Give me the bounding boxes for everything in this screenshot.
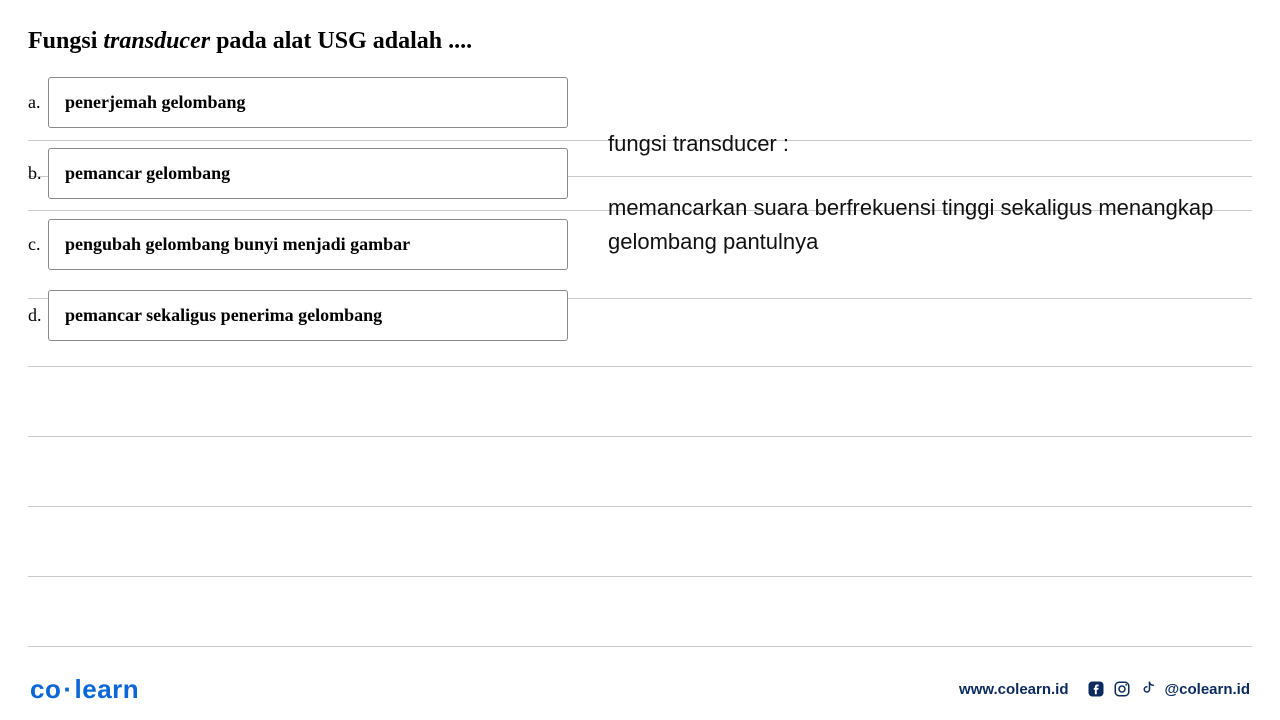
footer: co·learn www.colearn.id @colearn.id (0, 658, 1280, 720)
question-title: Fungsi transducer pada alat USG adalah .… (28, 28, 1252, 55)
option-a[interactable]: penerjemah gelombang (48, 77, 568, 128)
option-letter: d. (28, 305, 48, 326)
brand-part-b: learn (75, 674, 140, 704)
facebook-icon[interactable] (1087, 680, 1105, 698)
option-row: a. penerjemah gelombang (28, 77, 568, 128)
option-d[interactable]: pemancar sekaligus penerima gelombang (48, 290, 568, 341)
option-letter: c. (28, 234, 48, 255)
footer-handle[interactable]: @colearn.id (1165, 681, 1250, 698)
question-italic: transducer (103, 28, 210, 54)
option-b[interactable]: pemancar gelombang (48, 148, 568, 199)
answer-title: fungsi transducer : (608, 127, 1252, 161)
question-prefix: Fungsi (28, 28, 103, 54)
brand-dot: · (63, 674, 72, 704)
answer-explanation: fungsi transducer : memancarkan suara be… (608, 77, 1252, 361)
option-row: b. pemancar gelombang (28, 148, 568, 199)
brand-logo: co·learn (30, 674, 139, 705)
option-row: c. pengubah gelombang bunyi menjadi gamb… (28, 219, 568, 270)
options-list: a. penerjemah gelombang b. pemancar gelo… (28, 77, 568, 361)
option-row: d. pemancar sekaligus penerima gelombang (28, 290, 568, 341)
social-icons: @colearn.id (1087, 680, 1250, 698)
question-suffix: pada alat USG adalah .... (210, 28, 472, 54)
footer-url[interactable]: www.colearn.id (959, 681, 1068, 698)
option-letter: b. (28, 163, 48, 184)
tiktok-icon[interactable] (1139, 680, 1157, 698)
option-letter: a. (28, 92, 48, 113)
answer-body: memancarkan suara berfrekuensi tinggi se… (608, 191, 1252, 259)
instagram-icon[interactable] (1113, 680, 1131, 698)
option-c[interactable]: pengubah gelombang bunyi menjadi gambar (48, 219, 568, 270)
brand-part-a: co (30, 674, 61, 704)
